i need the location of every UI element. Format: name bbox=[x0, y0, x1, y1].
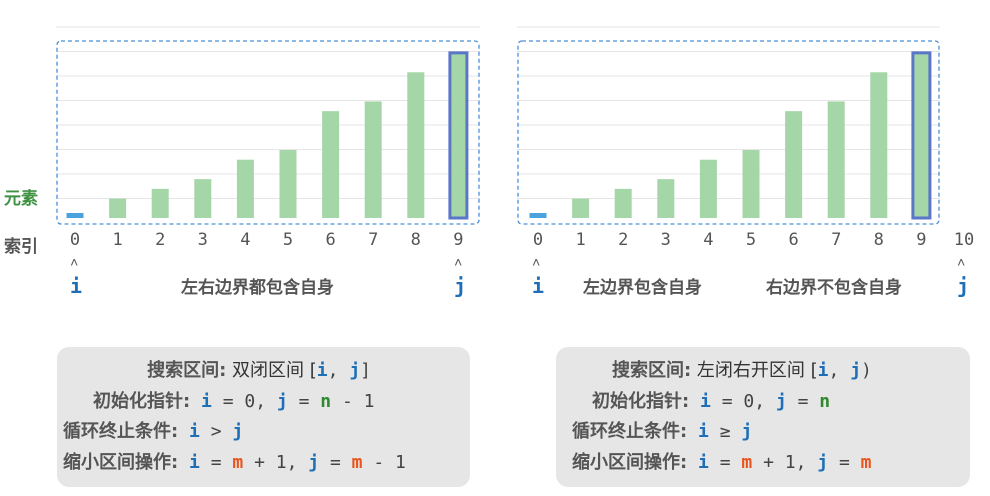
right-index-3: 3 bbox=[660, 230, 671, 250]
left-bar-8 bbox=[407, 72, 425, 219]
left-caption: 左右边界都包含自身 bbox=[181, 278, 334, 298]
left-bar-4 bbox=[236, 159, 254, 218]
left-bar-chart bbox=[56, 26, 480, 225]
left-index-2: 2 bbox=[155, 230, 166, 250]
left-bar-0 bbox=[66, 213, 84, 218]
right-index-4: 4 bbox=[703, 230, 714, 250]
left-index-0: 0 bbox=[69, 230, 81, 250]
left-index-9: 9 bbox=[453, 230, 464, 250]
right-bar-8 bbox=[870, 72, 888, 219]
right-index-7: 7 bbox=[831, 230, 842, 250]
right-code-box bbox=[556, 347, 970, 487]
left-bar-3 bbox=[194, 179, 212, 218]
right-pointer-i: i bbox=[532, 274, 545, 298]
right-bar-9 bbox=[911, 51, 932, 220]
left-index-7: 7 bbox=[368, 230, 379, 250]
right-line-init: 初始化指针: i = 0, j = n bbox=[592, 391, 831, 412]
right-i-arrow: ˄ bbox=[532, 255, 541, 271]
right-caption-left: 左边界包含自身 bbox=[583, 278, 702, 298]
right-index-2: 2 bbox=[618, 230, 629, 250]
left-bar-2 bbox=[151, 188, 169, 218]
right-index-5: 5 bbox=[745, 230, 757, 250]
left-j-arrow: ˄ bbox=[454, 255, 463, 271]
left-index-6: 6 bbox=[325, 230, 336, 250]
right-line-shrink: 缩小区间操作: i = m + 1, j = m bbox=[572, 452, 872, 473]
left-line-termination: 循环终止条件: i > j bbox=[63, 421, 244, 442]
left-pointer-i: i bbox=[70, 274, 83, 298]
left-search-interval-frame bbox=[56, 40, 480, 225]
left-index-4: 4 bbox=[240, 230, 251, 250]
right-bar-7 bbox=[827, 101, 845, 218]
element-row-label: 元素 bbox=[4, 189, 38, 209]
left-bar-5 bbox=[279, 150, 297, 218]
left-pointer-j: j bbox=[454, 274, 467, 298]
left-bar-6 bbox=[322, 111, 340, 218]
right-bar-5 bbox=[742, 150, 760, 218]
left-line-shrink: 缩小区间操作: i = m + 1, j = m - 1 bbox=[63, 452, 406, 473]
left-line-init: 初始化指针: i = 0, j = n - 1 bbox=[93, 391, 375, 412]
right-index-9: 9 bbox=[916, 230, 927, 250]
left-index-8: 8 bbox=[410, 230, 421, 250]
right-search-interval-frame bbox=[517, 40, 940, 225]
left-index-5: 5 bbox=[282, 230, 294, 250]
right-bar-2 bbox=[614, 188, 632, 218]
left-index-1: 1 bbox=[112, 230, 123, 250]
right-pointer-j: j bbox=[957, 274, 970, 298]
left-index-3: 3 bbox=[197, 230, 208, 250]
left-code-box bbox=[57, 347, 470, 487]
right-index-1: 1 bbox=[575, 230, 586, 250]
right-bar-3 bbox=[657, 179, 675, 218]
right-bar-0 bbox=[529, 213, 547, 218]
right-index-6: 6 bbox=[788, 230, 799, 250]
right-index-0: 0 bbox=[532, 230, 544, 250]
left-bar-7 bbox=[364, 101, 382, 218]
right-j-arrow: ˄ bbox=[957, 255, 966, 271]
right-line-search-interval: 搜索区间: 左闭右开区间 [i, j) bbox=[612, 360, 872, 381]
left-bar-1 bbox=[109, 198, 127, 218]
left-bar-9 bbox=[448, 51, 469, 220]
right-index-10: 10 bbox=[953, 230, 975, 250]
right-index-8: 8 bbox=[873, 230, 884, 250]
right-line-termination: 循环终止条件: i ≥ j bbox=[572, 421, 753, 442]
right-bar-6 bbox=[785, 111, 803, 218]
left-i-arrow: ˄ bbox=[70, 255, 79, 271]
left-line-search-interval: 搜索区间: 双闭区间 [i, j] bbox=[147, 360, 371, 381]
right-bar-4 bbox=[699, 159, 717, 218]
index-row-label: 索引 bbox=[4, 237, 38, 257]
right-bar-1 bbox=[572, 198, 590, 218]
right-caption-right: 右边界不包含自身 bbox=[766, 278, 902, 298]
